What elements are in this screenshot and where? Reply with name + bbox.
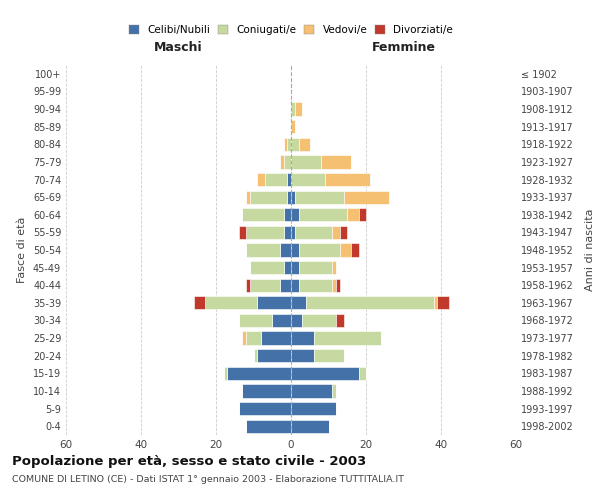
- Bar: [340, 226, 347, 239]
- Y-axis label: Fasce di età: Fasce di età: [17, 217, 27, 283]
- Bar: [336, 278, 340, 292]
- Bar: [291, 190, 295, 204]
- Bar: [242, 332, 246, 344]
- Bar: [280, 278, 291, 292]
- Bar: [295, 226, 332, 239]
- Bar: [291, 420, 329, 433]
- Bar: [291, 278, 299, 292]
- Bar: [239, 226, 246, 239]
- Bar: [332, 261, 336, 274]
- Bar: [291, 349, 314, 362]
- Bar: [257, 349, 291, 362]
- Bar: [291, 138, 299, 151]
- Bar: [257, 296, 291, 310]
- Bar: [299, 208, 347, 222]
- Bar: [242, 384, 291, 398]
- Bar: [291, 402, 336, 415]
- Bar: [306, 296, 433, 310]
- Bar: [291, 366, 359, 380]
- Bar: [284, 138, 287, 151]
- Bar: [239, 314, 272, 327]
- Bar: [321, 156, 351, 168]
- Bar: [291, 173, 325, 186]
- Bar: [287, 190, 291, 204]
- Bar: [332, 226, 340, 239]
- Text: Femmine: Femmine: [371, 42, 436, 54]
- Bar: [299, 244, 340, 256]
- Bar: [242, 208, 284, 222]
- Bar: [284, 226, 291, 239]
- Bar: [314, 332, 381, 344]
- Bar: [299, 278, 332, 292]
- Bar: [291, 120, 295, 134]
- Bar: [250, 278, 280, 292]
- Bar: [295, 102, 302, 116]
- Text: Maschi: Maschi: [154, 42, 203, 54]
- Bar: [325, 173, 370, 186]
- Bar: [299, 138, 310, 151]
- Bar: [291, 261, 299, 274]
- Bar: [246, 420, 291, 433]
- Bar: [340, 244, 351, 256]
- Bar: [291, 156, 321, 168]
- Bar: [246, 332, 261, 344]
- Bar: [280, 244, 291, 256]
- Bar: [295, 190, 343, 204]
- Bar: [287, 173, 291, 186]
- Bar: [359, 366, 366, 380]
- Bar: [302, 314, 336, 327]
- Bar: [227, 366, 291, 380]
- Bar: [265, 173, 287, 186]
- Bar: [291, 244, 299, 256]
- Bar: [291, 296, 306, 310]
- Bar: [314, 349, 343, 362]
- Bar: [193, 296, 205, 310]
- Text: COMUNE DI LETINO (CE) - Dati ISTAT 1° gennaio 2003 - Elaborazione TUTTITALIA.IT: COMUNE DI LETINO (CE) - Dati ISTAT 1° ge…: [12, 475, 404, 484]
- Bar: [433, 296, 437, 310]
- Bar: [254, 349, 257, 362]
- Bar: [284, 156, 291, 168]
- Legend: Celibi/Nubili, Coniugati/e, Vedovi/e, Divorziati/e: Celibi/Nubili, Coniugati/e, Vedovi/e, Di…: [126, 22, 456, 38]
- Bar: [347, 208, 359, 222]
- Y-axis label: Anni di nascita: Anni di nascita: [585, 209, 595, 291]
- Bar: [246, 190, 250, 204]
- Bar: [332, 384, 336, 398]
- Bar: [351, 244, 359, 256]
- Bar: [246, 278, 250, 292]
- Bar: [205, 296, 257, 310]
- Bar: [284, 208, 291, 222]
- Bar: [246, 226, 284, 239]
- Bar: [291, 102, 295, 116]
- Bar: [250, 261, 284, 274]
- Bar: [343, 190, 389, 204]
- Bar: [287, 138, 291, 151]
- Text: Popolazione per età, sesso e stato civile - 2003: Popolazione per età, sesso e stato civil…: [12, 455, 366, 468]
- Bar: [223, 366, 227, 380]
- Bar: [291, 208, 299, 222]
- Bar: [280, 156, 284, 168]
- Bar: [261, 332, 291, 344]
- Bar: [246, 244, 280, 256]
- Bar: [291, 314, 302, 327]
- Bar: [332, 278, 336, 292]
- Bar: [336, 314, 343, 327]
- Bar: [239, 402, 291, 415]
- Bar: [437, 296, 449, 310]
- Bar: [250, 190, 287, 204]
- Bar: [291, 226, 295, 239]
- Bar: [299, 261, 332, 274]
- Bar: [257, 173, 265, 186]
- Bar: [272, 314, 291, 327]
- Bar: [291, 384, 332, 398]
- Bar: [359, 208, 366, 222]
- Bar: [284, 261, 291, 274]
- Bar: [291, 332, 314, 344]
